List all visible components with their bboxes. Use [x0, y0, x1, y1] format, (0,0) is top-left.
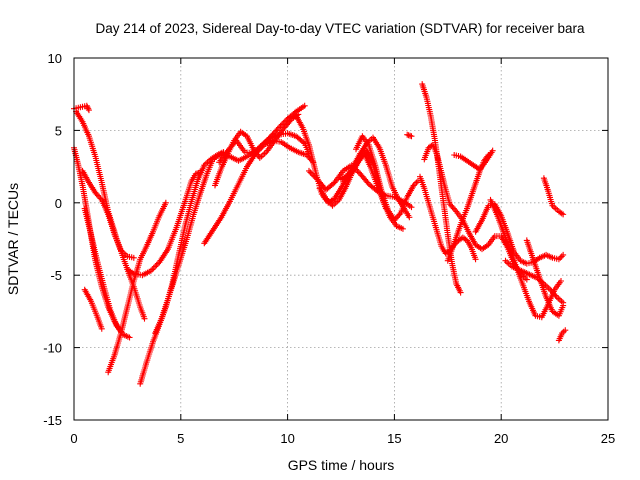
marker-plus-trace — [451, 147, 496, 173]
series-track-j — [152, 102, 308, 337]
y-tick-label: -5 — [50, 268, 62, 283]
series-track-ac — [540, 175, 567, 218]
y-tick-label: 10 — [48, 51, 62, 66]
marker-plus-trace — [523, 237, 567, 319]
series-track-s — [404, 131, 415, 140]
x-tick-label: 10 — [280, 431, 294, 446]
marker-plus-trace — [338, 147, 389, 212]
series-track-m — [216, 130, 312, 166]
y-axis-label: SDTVAR / TECUs — [5, 183, 21, 295]
series-track-ab — [523, 237, 567, 319]
y-tick-label: -15 — [43, 413, 62, 428]
series-track-x — [444, 152, 492, 264]
axis-ticks — [73, 57, 609, 421]
series-track-e — [79, 167, 137, 261]
marker-plus-trace — [472, 201, 567, 267]
y-tick-label: 5 — [55, 123, 62, 138]
grid — [74, 58, 608, 420]
series-track-f — [81, 286, 105, 332]
x-axis-label: GPS time / hours — [288, 457, 395, 473]
marker-plus-trace — [79, 167, 137, 261]
series-track-w — [451, 147, 496, 173]
x-tick-label: 0 — [70, 431, 77, 446]
marker-plus-trace — [124, 169, 204, 279]
data-points — [71, 81, 569, 387]
series-track-h — [124, 169, 204, 279]
marker-plus-trace — [555, 327, 569, 344]
x-tick-label: 15 — [387, 431, 401, 446]
x-tick-label: 20 — [494, 431, 508, 446]
chart-title: Day 214 of 2023, Sidereal Day-to-day VTE… — [96, 21, 585, 36]
marker-plus-trace — [540, 175, 567, 218]
y-tick-labels: -15 -10 -5 0 5 10 — [43, 51, 62, 428]
marker-plus-trace — [152, 102, 308, 337]
marker-plus-trace — [105, 199, 169, 376]
series-track-y — [472, 201, 567, 267]
marker-plus-trace — [444, 152, 492, 264]
x-tick-labels: 0 5 10 15 20 25 — [70, 431, 615, 446]
x-tick-label: 5 — [177, 431, 184, 446]
plot-frame — [73, 57, 609, 421]
y-tick-label: -10 — [43, 341, 62, 356]
marker-plus-trace — [404, 131, 415, 140]
marker-plus-trace — [81, 286, 105, 332]
series-track-r — [338, 147, 389, 212]
series-track-g — [105, 199, 169, 376]
series-track-ad — [555, 327, 569, 344]
y-tick-label: 0 — [55, 196, 62, 211]
x-tick-label: 25 — [601, 431, 615, 446]
marker-plus-trace — [216, 130, 312, 166]
